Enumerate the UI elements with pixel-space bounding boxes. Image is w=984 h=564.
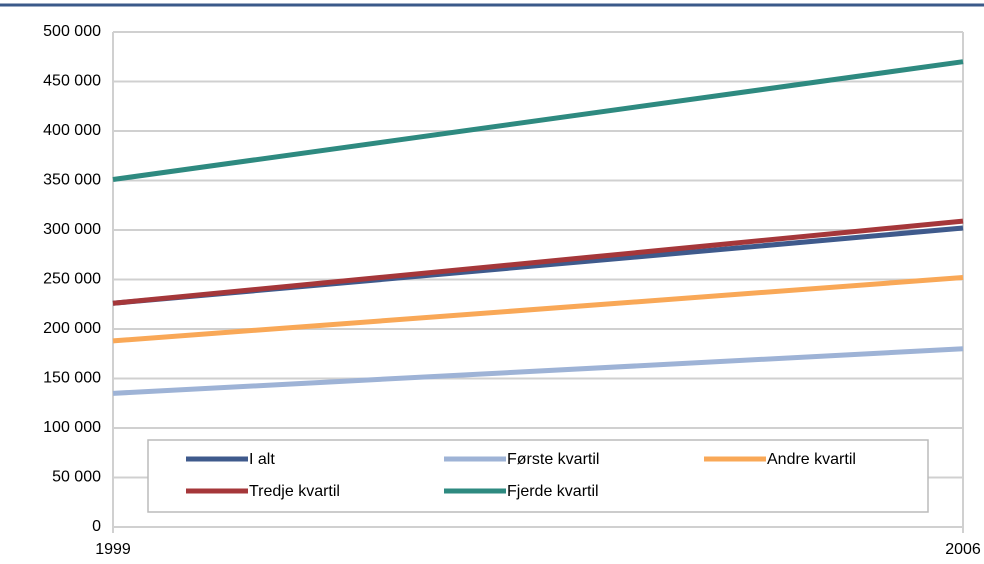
legend-label: I alt (249, 451, 275, 468)
y-tick-label: 0 (92, 518, 101, 535)
legend-label: Tredje kvartil (249, 483, 340, 500)
y-tick-label: 400 000 (43, 122, 101, 139)
y-tick-label: 50 000 (52, 469, 101, 486)
legend-label: Første kvartil (507, 451, 599, 468)
y-tick-label: 150 000 (43, 370, 101, 387)
y-tick-label: 450 000 (43, 73, 101, 90)
y-tick-label: 300 000 (43, 221, 101, 238)
y-tick-label: 100 000 (43, 419, 101, 436)
x-tick-label: 1999 (95, 541, 131, 558)
x-tick-label: 2006 (945, 541, 981, 558)
y-tick-label: 200 000 (43, 320, 101, 337)
y-tick-label: 250 000 (43, 271, 101, 288)
legend-label: Fjerde kvartil (507, 483, 599, 500)
series-line (112, 346, 964, 396)
series-line (112, 218, 964, 306)
y-tick-label: 350 000 (43, 172, 101, 189)
y-tick-label: 500 000 (43, 23, 101, 40)
legend-label: Andre kvartil (767, 451, 856, 468)
series-line (112, 275, 964, 344)
legend-box (147, 439, 929, 513)
series-line (112, 59, 964, 182)
